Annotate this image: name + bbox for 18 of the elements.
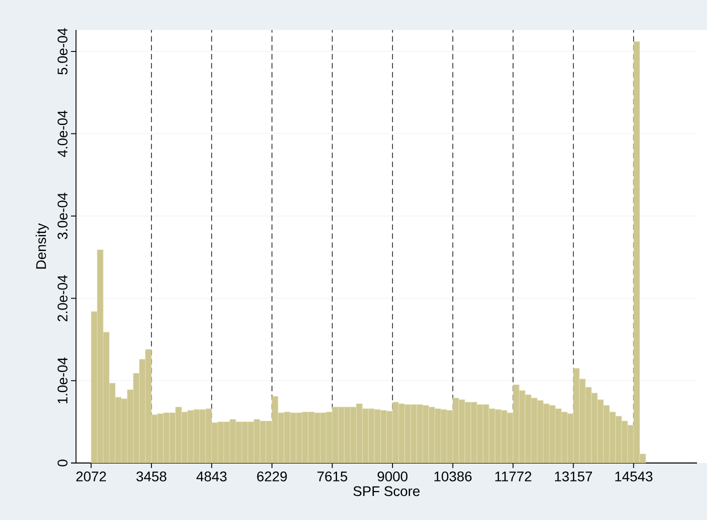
y-tick-label: 4.0e-04 [58, 110, 68, 158]
x-tick-label: 3458 [136, 472, 166, 482]
y-tick-label: 2.0e-04 [58, 275, 68, 322]
y-tick-label: 3.0e-04 [58, 192, 68, 240]
y-tick-label: 5.0e-04 [58, 28, 68, 74]
y-tick-label: 0 [58, 460, 68, 466]
x-tick-label: 7615 [317, 472, 348, 482]
x-tick-label: 11772 [495, 472, 532, 482]
x-tick-label: 6229 [257, 472, 287, 482]
x-tick-label: 9000 [378, 472, 408, 482]
x-tick-label: 2072 [76, 472, 106, 482]
x-tick-label: 13157 [555, 472, 592, 482]
y-axis-title: Density [36, 223, 49, 269]
x-tick-label: 4843 [196, 472, 227, 482]
x-axis-title: SPF Score [353, 486, 420, 496]
x-tick-label: 14543 [615, 472, 652, 482]
y-tick-label: 1.0e-04 [58, 357, 68, 404]
x-tick-label: 10386 [434, 472, 472, 482]
